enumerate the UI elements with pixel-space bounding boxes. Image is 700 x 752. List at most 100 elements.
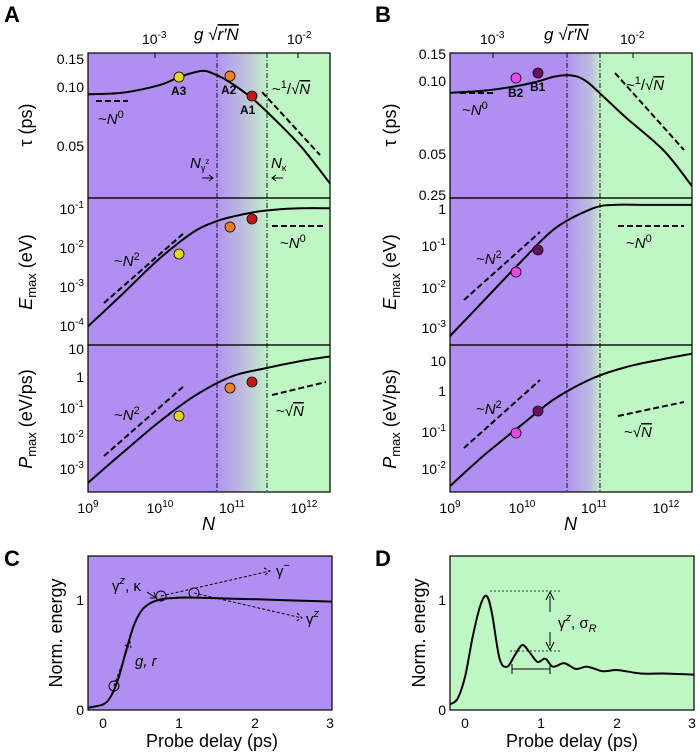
marker-c-3 [188,587,200,599]
ytick-e-b-m2: 10-2 [422,279,447,296]
ylabel-d: Norm. energy [409,578,429,687]
label-b1: B1 [530,80,546,94]
anno-n2-p-a: ~N2 [114,405,140,424]
anno-sqrt-tau-a: ~1/√N [272,79,310,98]
curve-tau-b [449,74,693,187]
ytick-p-a-m2: 10-2 [60,429,85,446]
plot-c-frame [87,555,333,711]
point-a2-p [224,382,236,394]
top-tick-b-2: 10-2 [620,30,645,47]
ytick-tau-b-005: 0.05 [419,146,446,162]
point-a1-tau [246,90,258,102]
top-tick-a-2: 10-2 [287,30,312,47]
curves-b [449,74,693,487]
xtick-c-1: 1 [175,715,183,731]
xtick-a-9: 109 [77,499,99,516]
plot-d-frame [449,555,695,711]
xtick-b-12: 1012 [653,499,680,516]
ytick-p-b-m2: 10-2 [422,460,447,477]
curve-emax-a [87,207,331,328]
xtick-a-12: 1012 [291,499,318,516]
anno-sqrt-tau-b: ~1/√N [626,75,664,94]
plot-c-background [88,556,332,710]
label-b2: B2 [508,86,524,100]
anno-n0-tau-b: ~N0 [462,100,488,119]
point-b1-e [532,244,544,256]
anno-sqrt-p-b: ~√N [624,424,652,441]
ytick-e-a-3: 10-3 [60,278,85,295]
anno-n2-e-a: ~N2 [114,251,140,270]
guide-sqrt-p-a [271,381,327,396]
point-b1-p [532,405,544,417]
emax-plot-a-background [88,198,330,345]
curve-pmax-a [87,355,331,484]
xtick-d-2: 2 [613,715,621,731]
plot-d-background [450,556,694,710]
pmax-plot-a-background [88,345,330,492]
curve-pmax-b [449,352,693,487]
ytick-d-0: 0 [438,702,446,718]
panel-c: γz, κ γ− γz g, r 0 1 0 1 2 3 Probe delay… [46,555,334,751]
xlabel-d: Probe delay (ps) [506,731,638,751]
xtick-c-2: 2 [251,715,259,731]
ylabel-emax-a: Emax (eV) [16,234,39,310]
anno-n2-p-b: ~N2 [476,399,502,418]
top-axis-label-b: g √r′N [544,25,589,44]
ylabel-pmax-a: Pmax (eV/ps) [16,369,39,469]
curve-d [449,594,695,706]
xtick-b-9: 109 [439,499,461,516]
anno-n2-e-b: ~N2 [476,249,502,268]
xtick-c-3: 3 [326,715,334,731]
xtick-d-0: 0 [461,715,469,731]
tau-plot-a-background [88,53,330,198]
ytick-e-b-1: 1 [438,201,446,217]
ylabel-tau-a: τ (ps) [16,103,36,146]
pmax-plot-b-background [450,345,692,492]
panel-d: γz, σR 0 1 0 1 2 3 Probe delay (ps) Norm… [409,555,696,751]
ytick-p-b-10: 10 [430,353,446,369]
ytick-tau-a-005: 0.05 [57,138,84,154]
marker-c-1 [108,680,120,692]
label-a3: A3 [171,84,187,98]
curve-emax-b [449,203,692,337]
xtick-d-3: 3 [688,715,696,731]
point-a2-e [224,221,236,233]
arrow-down-peak [545,632,555,652]
anno-n0-e-b: ~N0 [626,233,652,252]
ytick-tau-b-010: 0.10 [419,73,446,89]
arrow-g-r [113,641,132,687]
point-b2-tau [510,72,522,84]
xtick-a-11: 1011 [219,499,245,516]
ytick-e-b-m1: 10-1 [422,237,447,254]
ytick-d-1: 1 [438,592,446,608]
panel-label-c: C [4,546,20,571]
xlabel-b: N [564,514,578,534]
ytick-tau-b-015: 0.15 [419,46,446,62]
curve-c [87,596,333,709]
point-b2-e [510,266,522,278]
ylabel-tau-b: τ (ps) [380,103,400,146]
panel-label-b: B [375,2,391,27]
arrow-n-gamma-a [202,174,214,182]
top-axis-label-a: g √r′N [194,25,239,44]
pmax-plot-a-frame [87,344,331,493]
ytick-tau-b-025: 0.25 [419,187,446,203]
label-n-gamma-a: Nγz [190,155,209,173]
ytick-p-a-m1: 10-1 [60,399,85,416]
guide-sqrt-tau-a [261,91,321,156]
arrow-n-kappa-a [271,174,283,182]
arrow-gamma-z [193,592,303,622]
xtick-a-10: 1010 [147,499,174,516]
anno-gamma-z-c: γz [306,608,320,628]
emax-plot-b-background [450,198,692,345]
guide-sqrt-p-b [617,401,685,417]
ylabel-emax-b: Emax (eV) [380,234,403,310]
point-a1-p [246,376,258,388]
top-tick-b-1: 10-3 [480,30,505,47]
ytick-e-a-1: 10-1 [60,200,85,217]
ytick-e-a-4: 10-4 [60,317,85,334]
panel-b: B2 B1 ~N0 ~1/√N ~N2 ~N0 ~N2 ~√N 10-3 10-… [380,25,693,534]
panel-a: A3 A2 A1 ~N0 ~1/√N ~N2 ~N0 ~N2 ~√N Nγz N… [16,25,331,534]
guide-n2-e-b [463,231,541,301]
